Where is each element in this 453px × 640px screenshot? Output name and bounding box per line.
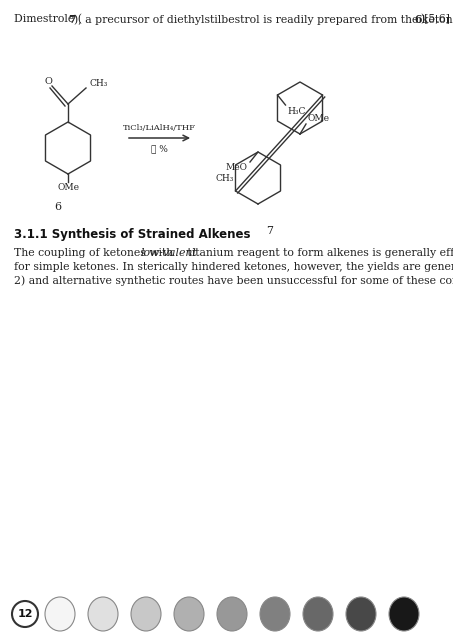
Text: 2) and alternative synthetic routes have been unsuccessful for some of these com: 2) and alternative synthetic routes have… — [14, 275, 453, 285]
Ellipse shape — [174, 597, 204, 631]
Text: low-valent: low-valent — [140, 248, 197, 258]
Text: O: O — [44, 77, 52, 86]
Text: OMe: OMe — [57, 183, 79, 192]
Text: Dimestrole (: Dimestrole ( — [14, 14, 82, 24]
Text: 3.1.1 Synthesis of Strained Alkenes: 3.1.1 Synthesis of Strained Alkenes — [14, 228, 251, 241]
Text: for simple ketones. In sterically hindered ketones, however, the yields are gene: for simple ketones. In sterically hinder… — [14, 262, 453, 272]
Ellipse shape — [131, 597, 161, 631]
Text: MeO: MeO — [226, 163, 248, 172]
Text: 6: 6 — [414, 14, 421, 25]
Text: titanium reagent to form alkenes is generally effective: titanium reagent to form alkenes is gene… — [183, 248, 453, 258]
Text: 12: 12 — [17, 609, 33, 619]
Text: Ⓢ %: Ⓢ % — [151, 144, 168, 153]
Text: ), a precursor of diethylstilbestrol is readily prepared from the ketone (: ), a precursor of diethylstilbestrol is … — [74, 14, 453, 24]
Text: )[5,6]: )[5,6] — [420, 14, 450, 24]
Text: 7: 7 — [68, 14, 76, 25]
Text: OMe: OMe — [308, 114, 330, 123]
Text: The coupling of ketones with: The coupling of ketones with — [14, 248, 177, 258]
Ellipse shape — [346, 597, 376, 631]
Text: CH₃: CH₃ — [215, 174, 233, 183]
Text: H₃C: H₃C — [288, 107, 306, 116]
Ellipse shape — [217, 597, 247, 631]
Ellipse shape — [303, 597, 333, 631]
Ellipse shape — [389, 597, 419, 631]
Text: 7: 7 — [266, 226, 274, 236]
Ellipse shape — [45, 597, 75, 631]
Text: CH₃: CH₃ — [90, 79, 108, 88]
Text: TiCl₃/LiAlH₄/THF: TiCl₃/LiAlH₄/THF — [123, 124, 196, 132]
Text: 6: 6 — [54, 202, 62, 212]
Ellipse shape — [88, 597, 118, 631]
Ellipse shape — [260, 597, 290, 631]
